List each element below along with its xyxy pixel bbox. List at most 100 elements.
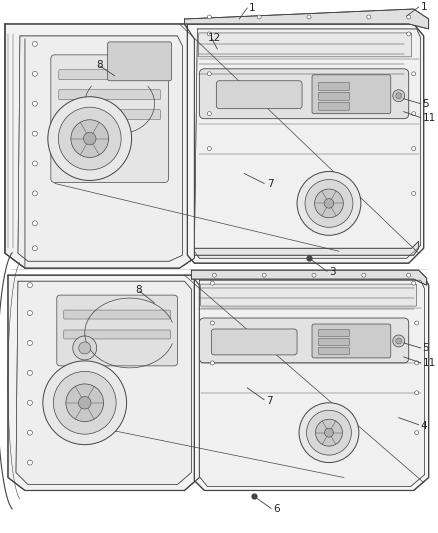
FancyBboxPatch shape [216,81,302,109]
Circle shape [32,71,37,76]
Polygon shape [16,281,191,484]
Circle shape [412,147,416,150]
Circle shape [78,397,91,409]
Polygon shape [5,24,194,268]
Circle shape [28,341,32,345]
Circle shape [28,370,32,375]
Circle shape [415,321,419,325]
Polygon shape [187,24,424,263]
FancyBboxPatch shape [318,82,350,90]
Text: 8: 8 [97,60,103,70]
Circle shape [207,72,211,76]
Text: 7: 7 [267,180,274,189]
Circle shape [315,419,343,446]
Polygon shape [199,280,425,487]
Circle shape [415,431,419,434]
Circle shape [53,372,116,434]
FancyBboxPatch shape [199,69,409,119]
Circle shape [415,391,419,395]
Circle shape [32,131,37,136]
Circle shape [83,132,96,145]
FancyBboxPatch shape [59,110,160,119]
Circle shape [299,403,359,463]
Circle shape [362,273,366,277]
Circle shape [393,90,405,102]
Circle shape [407,32,411,36]
Circle shape [325,428,333,437]
Circle shape [257,15,261,19]
Circle shape [32,42,37,46]
FancyBboxPatch shape [318,338,350,345]
Text: 3: 3 [329,267,336,277]
Circle shape [312,273,316,277]
Text: 11: 11 [423,358,436,368]
FancyBboxPatch shape [198,33,412,57]
Text: 1: 1 [249,3,256,13]
Circle shape [32,246,37,251]
FancyBboxPatch shape [64,330,170,339]
Circle shape [32,191,37,196]
Circle shape [28,460,32,465]
Circle shape [58,107,121,170]
Circle shape [66,384,103,422]
Polygon shape [194,241,419,255]
Circle shape [28,282,32,288]
Text: 7: 7 [266,396,273,406]
FancyBboxPatch shape [318,92,350,100]
Circle shape [28,311,32,316]
Circle shape [307,15,311,19]
Circle shape [43,361,127,445]
Circle shape [207,147,211,150]
Polygon shape [191,270,427,285]
Text: 8: 8 [136,285,142,295]
Circle shape [32,101,37,106]
Circle shape [210,361,214,365]
Circle shape [207,15,211,19]
Text: 12: 12 [207,33,221,43]
FancyBboxPatch shape [59,70,160,80]
Circle shape [210,281,214,285]
Circle shape [210,321,214,325]
Circle shape [212,273,216,277]
Text: 1: 1 [420,2,427,12]
FancyBboxPatch shape [318,102,350,110]
FancyBboxPatch shape [312,324,391,358]
Polygon shape [184,9,429,29]
Circle shape [73,336,97,360]
Circle shape [32,161,37,166]
FancyBboxPatch shape [59,90,160,100]
Circle shape [412,72,416,76]
Circle shape [415,361,419,365]
Circle shape [297,172,361,235]
Circle shape [396,93,402,99]
Circle shape [71,120,109,157]
FancyBboxPatch shape [199,318,409,363]
Circle shape [412,281,416,285]
FancyBboxPatch shape [64,310,170,319]
Circle shape [393,335,405,347]
FancyBboxPatch shape [108,42,171,81]
Circle shape [28,400,32,405]
Circle shape [324,199,334,208]
Circle shape [396,338,402,344]
Circle shape [262,273,266,277]
Circle shape [412,191,416,196]
Text: 5: 5 [423,99,429,109]
Circle shape [207,32,211,36]
Circle shape [305,180,353,227]
FancyBboxPatch shape [318,348,350,354]
Circle shape [79,342,91,354]
Circle shape [367,15,371,19]
FancyBboxPatch shape [57,295,177,366]
Circle shape [48,96,131,181]
Circle shape [307,410,351,455]
Polygon shape [194,29,420,258]
Circle shape [314,189,343,218]
Circle shape [407,273,411,277]
Text: 4: 4 [420,421,427,431]
Circle shape [32,221,37,226]
FancyBboxPatch shape [312,75,391,114]
Circle shape [207,112,211,116]
Text: 6: 6 [273,504,280,514]
Text: 5: 5 [423,343,429,353]
